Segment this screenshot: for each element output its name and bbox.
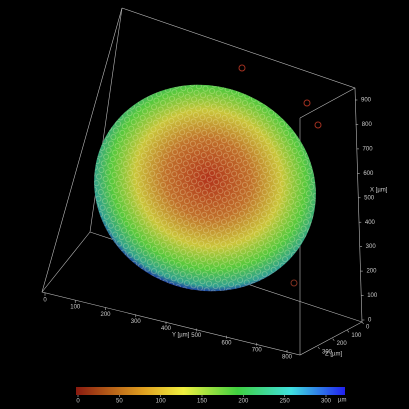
colorbar-tick-label: 50 [116, 399, 123, 405]
z-axis-label: Z [µm] [325, 352, 342, 358]
y-tick-label: 600 [221, 340, 232, 346]
y-tick-label: 0 [43, 298, 47, 304]
z-tick [332, 338, 335, 341]
x-tick-label: 0 [368, 318, 372, 324]
z-tick [361, 321, 364, 325]
x-tick-label: 300 [366, 244, 377, 250]
colorbar-tick-label: 100 [156, 399, 167, 405]
y-tick-label: 100 [70, 305, 81, 311]
colorbar-unit: µm [338, 398, 346, 404]
z-tick-label: 0 [366, 325, 370, 331]
z-tick-label: 200 [337, 341, 348, 347]
y-tick-label: 500 [191, 333, 202, 339]
x-tick-label: 500 [364, 195, 375, 201]
colorbar-tick-label: 0 [76, 399, 80, 405]
colorbar-tick-label: 300 [321, 399, 332, 405]
z-tick [317, 346, 320, 350]
x-tick-label: 600 [363, 171, 374, 177]
x-tick-label: 800 [362, 122, 373, 128]
colorbar-tick-label: 200 [238, 399, 249, 405]
colorbar-tick-label: 250 [280, 399, 291, 405]
x-tick-label: 700 [363, 146, 374, 152]
y-tick-label: 800 [282, 355, 293, 361]
x-tick-label: 900 [361, 98, 372, 104]
y-tick-label: 700 [252, 347, 263, 353]
colorbar-tick-label: 150 [197, 399, 208, 405]
z-tick-label: 300 [322, 350, 333, 356]
y-axis-label: Y [µm] [172, 333, 190, 339]
colorbar [76, 387, 345, 395]
x-axis-label: X [µm] [370, 188, 388, 194]
z-tick [347, 330, 350, 333]
y-tick-label: 400 [161, 326, 172, 332]
x-tick-label: 400 [365, 220, 376, 226]
x-tick-label: 200 [366, 269, 377, 275]
y-tick-label: 200 [100, 312, 111, 318]
y-tick-label: 300 [131, 319, 142, 325]
x-tick-label: 100 [367, 293, 378, 299]
spheroid [94, 64, 322, 292]
z-tick-label: 100 [351, 333, 362, 339]
